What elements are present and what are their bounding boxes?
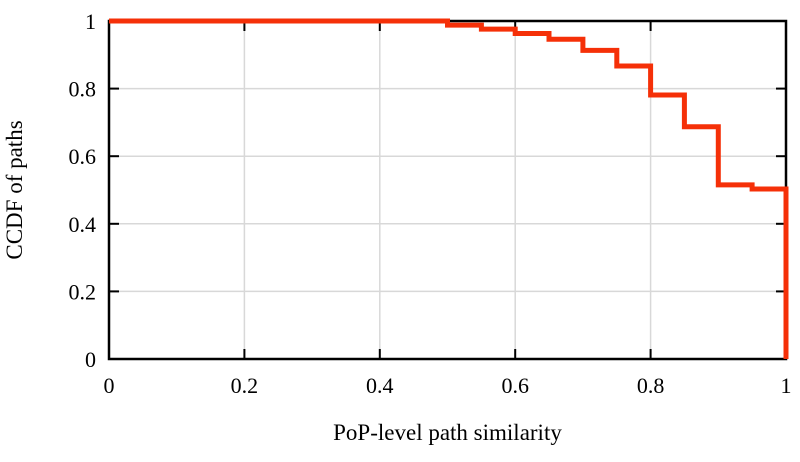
series-layer [109, 18, 789, 359]
ccdf-step-line [109, 18, 789, 359]
x-axis-title: PoP-level path similarity [333, 420, 562, 445]
y-tick-label: 0.6 [69, 144, 97, 169]
plot-border [107, 19, 788, 361]
y-tick-label: 0.8 [69, 77, 97, 102]
x-tick-label: 0.2 [231, 373, 259, 398]
x-tick-label: 0.6 [501, 373, 529, 398]
y-tick-label: 0.4 [69, 212, 97, 237]
tick-layer [108, 20, 787, 360]
y-tick-label: 0 [85, 347, 96, 372]
x-tick-label: 0.8 [637, 373, 665, 398]
x-tick-label: 0 [104, 373, 115, 398]
y-tick-label: 1 [85, 9, 96, 34]
y-axis-title: CCDF of paths [2, 120, 27, 259]
label-layer: 0 0.2 0.4 0.6 0.8 1 0 0.2 0.4 0.6 0.8 1 [69, 9, 792, 398]
y-tick-label: 0.2 [69, 279, 97, 304]
x-tick-label: 1 [781, 373, 792, 398]
grid-layer [108, 20, 787, 360]
x-tick-label: 0.4 [366, 373, 394, 398]
